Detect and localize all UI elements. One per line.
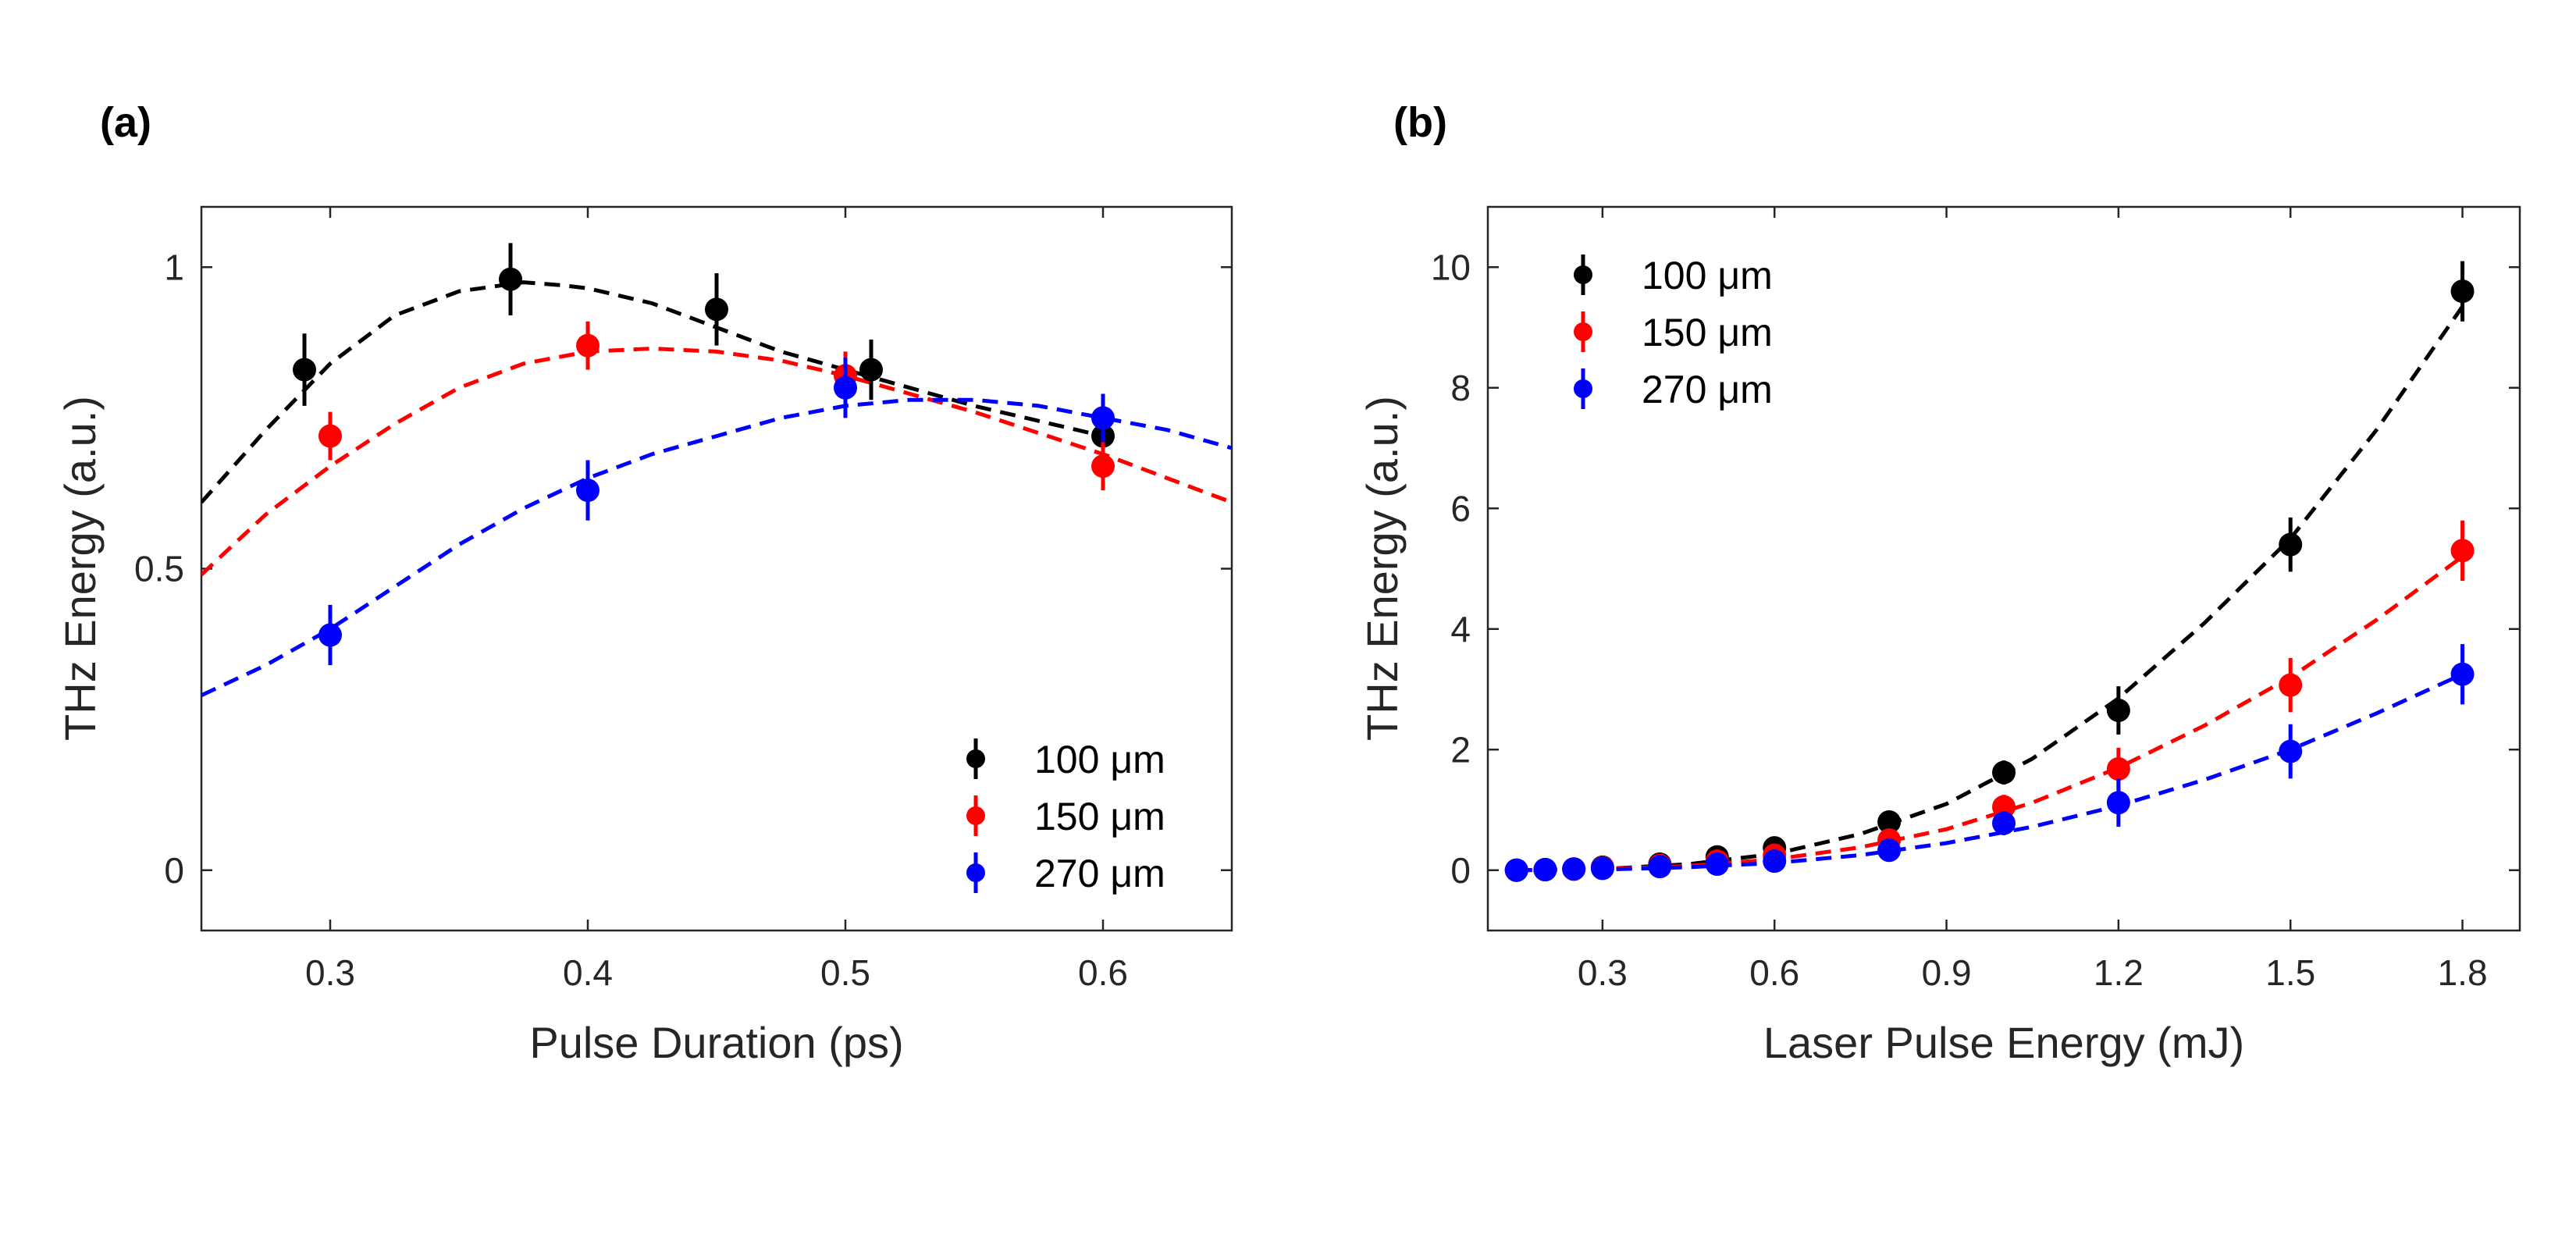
panel-a-fit-curves [201,280,1232,697]
data-point [293,358,316,382]
data-point [705,297,728,322]
data-point [1091,454,1115,479]
fit-curve-150m [201,346,1232,577]
x-tick-label: 0.6 [1749,952,1799,993]
data-point [1992,795,2016,819]
data-point [2106,756,2130,781]
x-tick-label: 0.3 [305,952,355,993]
data-point [1877,838,1902,863]
y-tick-label: 0 [1450,850,1471,891]
data-point [2106,791,2130,815]
legend-label: 100 μm [1642,254,1773,297]
fit-curve-100m [201,280,1104,504]
data-point [2279,673,2303,697]
data-point [2450,662,2475,686]
panel-a-data-points [293,243,1115,666]
legend-marker [1574,379,1592,398]
panel-b-ticks: 0.3 0.6 0.9 1.2 1.5 1.8 0 2 4 6 8 10 [1431,207,2520,993]
data-point [1992,760,2016,785]
x-tick-label: 1.5 [2265,952,2315,993]
legend-marker [1574,322,1592,341]
y-tick-label: 2 [1450,729,1471,770]
legend-label: 150 μm [1642,311,1773,354]
panel-b-data-points [1504,261,2475,882]
legend-marker [966,749,985,768]
fit-curve-270m [201,397,1232,697]
y-tick-label: 0 [164,850,184,891]
y-tick-label: 10 [1431,247,1471,287]
data-point [1648,855,1672,879]
data-point [1533,857,1557,881]
data-point [1877,810,1902,834]
data-point [576,479,600,503]
data-point [2279,739,2303,763]
panel-b-plot-frame [1486,205,2521,932]
data-point [1590,856,1614,881]
y-tick-label: 4 [1450,609,1471,649]
data-point [1992,811,2016,835]
data-point [576,333,600,358]
panel-b-x-axis-label: Laser Pulse Energy (mJ) [1763,1018,2244,1067]
y-tick-label: 8 [1450,368,1471,408]
data-point [318,623,342,647]
data-point [834,375,857,400]
x-tick-label: 0.5 [820,952,870,993]
x-tick-label: 0.9 [1922,952,1972,993]
data-point [499,267,522,291]
x-tick-label: 0.3 [1578,952,1628,993]
data-point [1091,406,1115,430]
data-point [318,424,342,448]
data-point [1504,858,1528,882]
legend-label: 270 μm [1642,368,1773,411]
panel-a-ticks: 0.3 0.4 0.5 0.6 0 0.5 1 [134,207,1232,993]
panel-b-label: (b) [1393,99,1447,146]
panel-b: (b) 0.3 0.6 0.9 1.2 1.5 1.8 0 2 4 6 8 10 Laser Puls… [1357,99,2521,1067]
data-point [2450,279,2475,304]
data-point [1705,852,1729,877]
x-tick-label: 1.2 [2094,952,2144,993]
y-tick-label: 0.5 [134,549,184,589]
data-point [2106,699,2130,723]
fit-curve-270m [1516,672,2464,873]
legend-marker [966,806,985,825]
panel-a: (a) 0.3 0.4 0.5 0.6 0 0.5 1 Pulse Duration (ps… [55,99,1233,1067]
y-tick-label: 1 [164,247,184,287]
legend-label: 100 μm [1034,738,1165,781]
x-tick-label: 0.6 [1078,952,1128,993]
data-point [2279,532,2303,557]
panel-b-fit-curves [1516,305,2464,873]
fit-curve-150m [1516,554,2464,873]
legend-label: 150 μm [1034,795,1165,838]
panel-a-x-axis-label: Pulse Duration (ps) [529,1018,903,1067]
legend-label: 270 μm [1034,852,1165,895]
data-point [1562,857,1586,881]
data-point [2450,539,2475,563]
panel-a-legend: 100 μm 150 μm 270 μm [966,738,1165,895]
x-tick-label: 0.4 [563,952,613,993]
data-point [859,358,883,382]
panel-a-label: (a) [100,99,151,146]
x-tick-label: 1.8 [2438,952,2488,993]
data-point [1763,849,1787,874]
panel-b-y-axis-label: THz Energy (a.u.) [1357,396,1407,741]
legend-marker [966,863,985,882]
y-tick-label: 6 [1450,488,1471,528]
panel-b-legend: 100 μm 150 μm 270 μm [1574,254,1773,411]
panel-a-y-axis-label: THz Energy (a.u.) [55,396,105,741]
legend-marker [1574,265,1592,284]
